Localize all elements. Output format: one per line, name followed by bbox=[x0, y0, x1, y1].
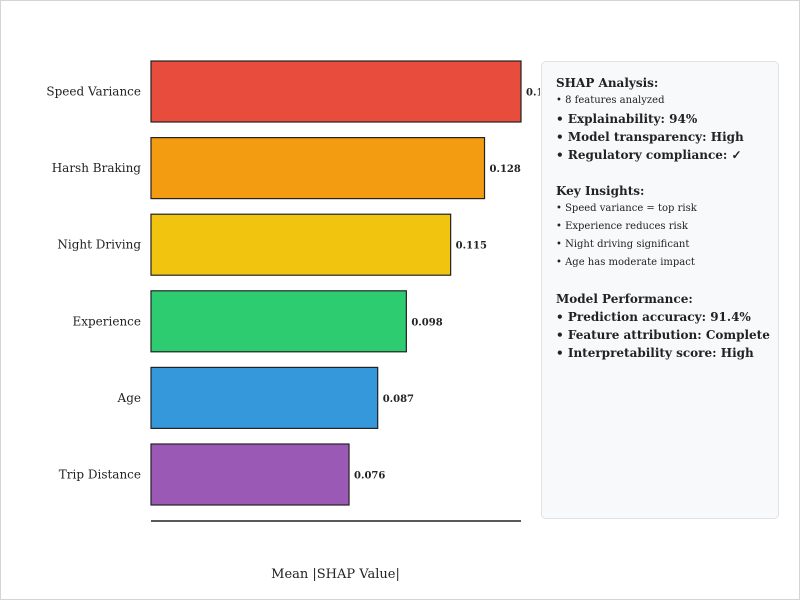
key-insights-heading: Key Insights: bbox=[556, 184, 645, 198]
regulatory-compliance-text: • Regulatory compliance: ✓ bbox=[556, 148, 742, 162]
tick-label-speed-variance: Speed Variance bbox=[46, 85, 141, 99]
shap-bar-chart: Speed Variance 0.142 Harsh Braking 0.128 Nig… bbox=[46, 60, 540, 522]
tick-label-trip-distance: Trip Distance bbox=[59, 468, 141, 482]
value-label-speed-variance: 0.142 bbox=[526, 88, 540, 99]
model-performance-heading: Model Performance: bbox=[556, 292, 693, 306]
insight-age: • Age has moderate impact bbox=[556, 257, 695, 268]
bar-night-driving bbox=[150, 213, 452, 276]
value-label-experience: 0.098 bbox=[411, 317, 442, 328]
tick-label-age: Age bbox=[117, 391, 141, 405]
tick-label-experience: Experience bbox=[72, 314, 141, 328]
bar-harsh-braking bbox=[150, 137, 486, 200]
insight-speed-variance: • Speed variance = top risk bbox=[556, 203, 697, 214]
features-analyzed-text: • 8 features analyzed bbox=[556, 95, 665, 106]
bar-age bbox=[150, 366, 379, 429]
feature-attribution-text: • Feature attribution: Complete bbox=[556, 328, 770, 342]
tick-label-night-driving: Night Driving bbox=[57, 238, 141, 252]
prediction-accuracy-text: • Prediction accuracy: 91.4% bbox=[556, 310, 751, 324]
insight-experience: • Experience reduces risk bbox=[556, 221, 688, 232]
insights-panel: SHAP Analysis: • 8 features analyzed • E… bbox=[541, 61, 779, 519]
x-axis-label: Mean |SHAP Value| bbox=[271, 567, 400, 582]
bar-speed-variance bbox=[150, 60, 522, 123]
value-label-harsh-braking: 0.128 bbox=[490, 164, 521, 175]
tick-label-harsh-braking: Harsh Braking bbox=[52, 161, 142, 175]
explainability-text: • Explainability: 94% bbox=[556, 112, 698, 126]
insight-night-driving: • Night driving significant bbox=[556, 239, 690, 250]
value-label-night-driving: 0.115 bbox=[456, 241, 487, 252]
bar-experience bbox=[150, 290, 407, 353]
shap-analysis-heading: SHAP Analysis: bbox=[556, 76, 659, 90]
value-label-age: 0.087 bbox=[383, 394, 414, 405]
interpretability-score-text: • Interpretability score: High bbox=[556, 346, 754, 360]
bar-trip-distance bbox=[150, 443, 350, 506]
value-label-trip-distance: 0.076 bbox=[354, 471, 385, 482]
model-transparency-text: • Model transparency: High bbox=[556, 130, 744, 144]
